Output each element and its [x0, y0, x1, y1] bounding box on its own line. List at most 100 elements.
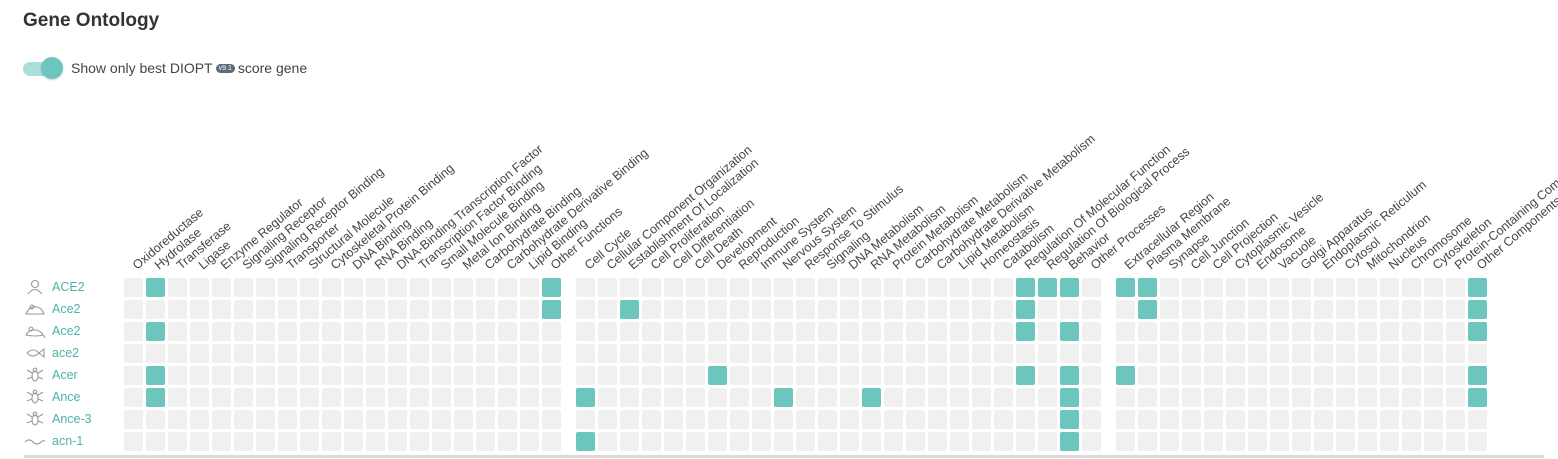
annotation-cell-empty: [708, 388, 727, 407]
annotation-cell-filled[interactable]: [1060, 322, 1079, 341]
annotation-cell-empty: [752, 388, 771, 407]
annotation-cell-empty: [1468, 432, 1487, 451]
gene-symbol-link[interactable]: acn-1: [52, 434, 84, 448]
annotation-cell-empty: [972, 410, 991, 429]
gene-symbol-link[interactable]: Ace2: [52, 302, 81, 316]
annotation-cell-empty: [344, 322, 363, 341]
annotation-cell-empty: [796, 388, 815, 407]
annotation-cell-empty: [620, 278, 639, 297]
annotation-cell-empty: [1226, 366, 1245, 385]
annotation-cell-empty: [498, 366, 517, 385]
annotation-cell-empty: [432, 388, 451, 407]
annotation-cell-empty: [300, 278, 319, 297]
annotation-cell-empty: [1424, 322, 1443, 341]
gene-row-label[interactable]: Ance: [24, 387, 81, 407]
annotation-cell-filled[interactable]: [576, 432, 595, 451]
gene-symbol-link[interactable]: Ace2: [52, 324, 81, 338]
gene-row-label[interactable]: Ace2: [24, 299, 81, 319]
annotation-cell-empty: [234, 432, 253, 451]
annotation-cell-filled[interactable]: [146, 366, 165, 385]
annotation-cell-filled[interactable]: [1138, 278, 1157, 297]
annotation-cell-empty: [730, 410, 749, 429]
annotation-cell-empty: [1336, 300, 1355, 319]
annotation-cell-empty: [410, 432, 429, 451]
annotation-cell-empty: [344, 366, 363, 385]
annotation-cell-empty: [620, 410, 639, 429]
annotation-cell-empty: [840, 278, 859, 297]
gene-row-label[interactable]: Ance-3: [24, 409, 92, 429]
annotation-cell-empty: [454, 344, 473, 363]
annotation-cell-filled[interactable]: [576, 388, 595, 407]
annotation-cell-filled[interactable]: [1060, 410, 1079, 429]
annotation-cell-filled[interactable]: [1116, 278, 1135, 297]
annotation-cell-empty: [796, 366, 815, 385]
annotation-cell-empty: [664, 278, 683, 297]
annotation-cell-empty: [664, 300, 683, 319]
annotation-cell-empty: [168, 322, 187, 341]
annotation-cell-filled[interactable]: [542, 300, 561, 319]
annotation-cell-filled[interactable]: [774, 388, 793, 407]
annotation-cell-empty: [818, 366, 837, 385]
annotation-cell-empty: [1226, 388, 1245, 407]
gene-symbol-link[interactable]: ace2: [52, 346, 80, 360]
annotation-cell-filled[interactable]: [1016, 366, 1035, 385]
annotation-cell-filled[interactable]: [1016, 278, 1035, 297]
annotation-cell-empty: [212, 322, 231, 341]
annotation-cell-filled[interactable]: [1468, 388, 1487, 407]
annotation-cell-filled[interactable]: [146, 322, 165, 341]
annotation-cell-filled[interactable]: [1060, 366, 1079, 385]
annotation-cell-filled[interactable]: [1016, 300, 1035, 319]
annotation-cell-filled[interactable]: [1468, 300, 1487, 319]
annotation-cell-filled[interactable]: [1468, 366, 1487, 385]
annotation-cell-empty: [410, 300, 429, 319]
annotation-cell-empty: [1182, 366, 1201, 385]
annotation-cell-filled[interactable]: [708, 366, 727, 385]
gene-row-label[interactable]: acn-1: [24, 431, 83, 451]
annotation-cell-empty: [1204, 278, 1223, 297]
annotation-cell-filled[interactable]: [542, 278, 561, 297]
annotation-cell-empty: [906, 410, 925, 429]
annotation-cell-filled[interactable]: [1060, 388, 1079, 407]
annotation-cell-empty: [1182, 300, 1201, 319]
gene-row-label[interactable]: Ace2: [24, 321, 81, 341]
gene-symbol-link[interactable]: Ance-3: [52, 412, 92, 426]
annotation-cell-empty: [256, 410, 275, 429]
annotation-cell-empty: [708, 410, 727, 429]
gene-symbol-link[interactable]: Acer: [52, 368, 78, 382]
annotation-cell-empty: [1082, 322, 1101, 341]
annotation-cell-empty: [1336, 344, 1355, 363]
annotation-cell-empty: [256, 432, 275, 451]
annotation-cell-filled[interactable]: [1468, 322, 1487, 341]
gene-symbol-link[interactable]: ACE2: [52, 280, 85, 294]
annotation-cell-empty: [168, 278, 187, 297]
annotation-cell-empty: [432, 366, 451, 385]
annotation-cell-filled[interactable]: [1060, 432, 1079, 451]
annotation-cell-filled[interactable]: [1038, 278, 1057, 297]
gene-row-label[interactable]: ACE2: [24, 277, 85, 297]
annotation-cell-empty: [432, 432, 451, 451]
annotation-cell-empty: [498, 432, 517, 451]
annotation-cell-filled[interactable]: [1116, 366, 1135, 385]
annotation-cell-empty: [994, 388, 1013, 407]
annotation-cell-empty: [410, 322, 429, 341]
annotation-cell-filled[interactable]: [1060, 278, 1079, 297]
annotation-cell-filled[interactable]: [1016, 322, 1035, 341]
annotation-cell-filled[interactable]: [862, 388, 881, 407]
gene-row-label[interactable]: ace2: [24, 343, 79, 363]
annotation-cell-filled[interactable]: [1468, 278, 1487, 297]
best-score-toggle[interactable]: [23, 57, 63, 79]
gene-row-label[interactable]: Acer: [24, 365, 78, 385]
annotation-cell-empty: [476, 366, 495, 385]
annotation-cell-empty: [642, 432, 661, 451]
annotation-cell-filled[interactable]: [146, 388, 165, 407]
annotation-cell-empty: [520, 300, 539, 319]
annotation-cell-empty: [388, 300, 407, 319]
annotation-cell-filled[interactable]: [146, 278, 165, 297]
annotation-cell-empty: [278, 344, 297, 363]
annotation-cell-empty: [1446, 322, 1465, 341]
annotation-cell-filled[interactable]: [620, 300, 639, 319]
annotation-cell-filled[interactable]: [1138, 300, 1157, 319]
gene-symbol-link[interactable]: Ance: [52, 390, 81, 404]
annotation-cell-empty: [1314, 322, 1333, 341]
annotation-cell-empty: [1116, 344, 1135, 363]
